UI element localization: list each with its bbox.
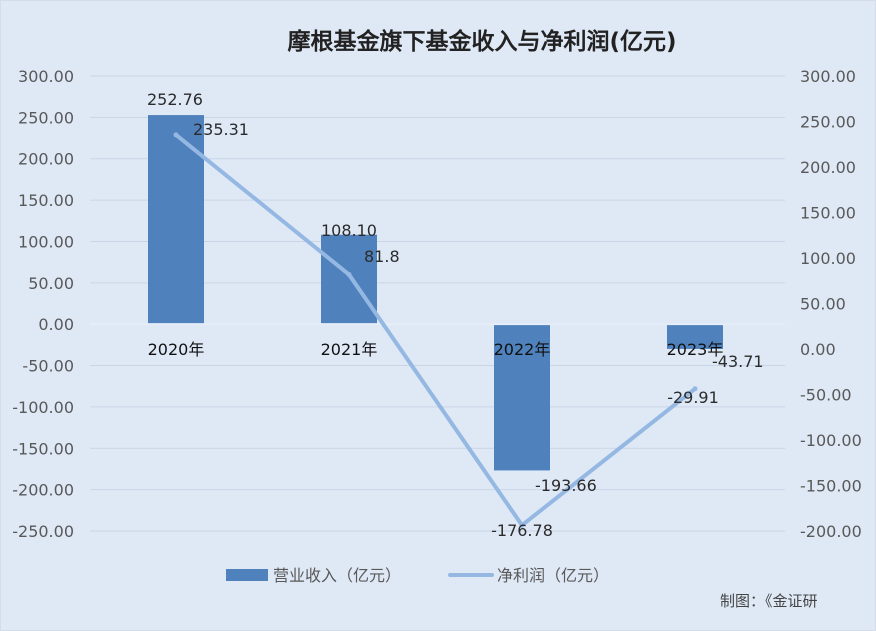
category-label-2: 2021年 — [321, 340, 378, 359]
left-tick-label-0: 300.00 — [18, 67, 74, 86]
right-tick-label-7: -50.00 — [800, 386, 852, 405]
left-tick-label-8: -100.00 — [12, 398, 74, 417]
left-tick-label-7: -50.00 — [22, 357, 74, 376]
line-point-3 — [519, 522, 525, 528]
right-tick-label-8: -100.00 — [800, 431, 862, 450]
legend-line-label: 净利润（亿元） — [497, 566, 609, 585]
left-axis-ticks: 300.00 250.00 200.00 150.00 100.00 50.00 0.00 -… — [12, 67, 74, 541]
legend-bar-label: 营业收入（亿元） — [273, 566, 401, 585]
net-profit-line — [174, 132, 697, 528]
line-value-label-2: 81.8 — [364, 247, 400, 266]
category-label-1: 2020年 — [148, 340, 205, 359]
bar-series — [148, 115, 723, 471]
chart-title: 摩根基金旗下基金收入与净利润(亿元) — [287, 28, 676, 55]
bar-3 — [494, 324, 550, 471]
right-axis-ticks: 300.00 250.00 200.00 150.00 100.00 50.00 0.00 -… — [800, 67, 862, 541]
category-label-3: 2022年 — [494, 340, 551, 359]
line-value-label-3: -193.66 — [535, 476, 597, 495]
line-value-label-1: 235.31 — [193, 120, 249, 139]
line-point-1 — [173, 132, 179, 138]
line-point-4 — [692, 386, 698, 392]
left-tick-label-9: -150.00 — [12, 439, 74, 458]
bar-value-label-2: 108.10 — [321, 221, 377, 240]
right-tick-label-10: -200.00 — [800, 522, 862, 541]
right-tick-label-2: 200.00 — [800, 158, 856, 177]
bar-value-label-1: 252.76 — [147, 90, 203, 109]
category-label-4: 2023年 — [667, 340, 724, 359]
right-tick-label-1: 250.00 — [800, 113, 856, 132]
legend-bar-swatch — [226, 569, 268, 581]
left-tick-label-11: -250.00 — [12, 522, 74, 541]
data-labels: 252.76 108.10 -176.78 -29.91 235.31 81.8 -193.… — [147, 90, 764, 540]
source-credit: 制图：《金证研 — [720, 592, 818, 610]
legend: 营业收入（亿元） 净利润（亿元） — [226, 566, 609, 585]
left-tick-label-2: 200.00 — [18, 150, 74, 169]
line-value-label-4: -43.71 — [712, 352, 764, 371]
line-points — [173, 132, 698, 528]
category-labels: 2020年 2021年 2022年 2023年 — [148, 340, 724, 359]
left-tick-label-5: 50.00 — [28, 274, 74, 293]
left-tick-label-10: -200.00 — [12, 481, 74, 500]
bar-value-label-4: -29.91 — [667, 388, 719, 407]
bar-1 — [148, 115, 204, 325]
left-tick-label-1: 250.00 — [18, 108, 74, 127]
line-series — [174, 132, 697, 528]
right-tick-label-6: 0.00 — [800, 340, 836, 359]
left-tick-label-6: 0.00 — [38, 315, 74, 334]
line-point-2 — [346, 272, 352, 278]
bar-value-label-3: -176.78 — [491, 521, 553, 540]
bar-4 — [667, 324, 723, 349]
left-tick-label-3: 150.00 — [18, 191, 74, 210]
right-tick-label-9: -150.00 — [800, 477, 862, 496]
left-tick-label-4: 100.00 — [18, 232, 74, 251]
right-tick-label-4: 100.00 — [800, 249, 856, 268]
bar-2 — [321, 234, 377, 325]
right-tick-label-0: 300.00 — [800, 67, 856, 86]
right-tick-label-3: 150.00 — [800, 204, 856, 223]
right-tick-label-5: 50.00 — [800, 295, 846, 314]
